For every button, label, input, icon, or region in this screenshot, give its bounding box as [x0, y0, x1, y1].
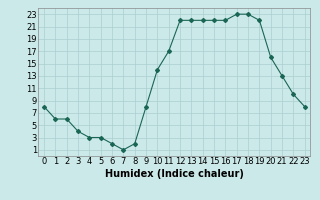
X-axis label: Humidex (Indice chaleur): Humidex (Indice chaleur)	[105, 169, 244, 179]
